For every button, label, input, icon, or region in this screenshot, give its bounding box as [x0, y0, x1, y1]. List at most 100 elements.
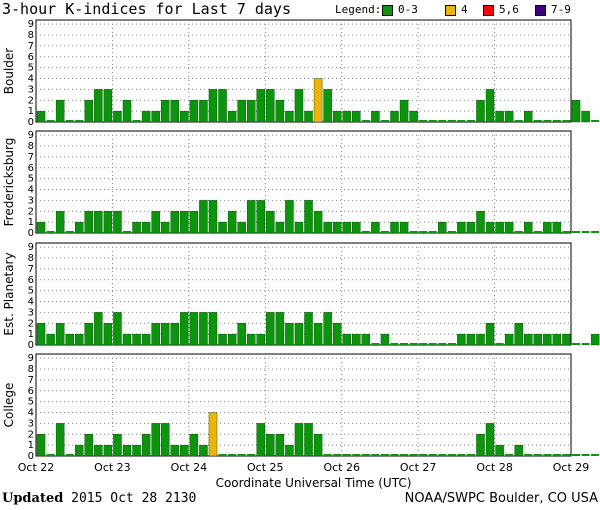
bar: [75, 221, 84, 234]
bar: [218, 454, 227, 456]
bar: [591, 120, 600, 122]
station-label-est-planetary: Est. Planetary: [2, 252, 16, 335]
updated-value: 2015 Oct 28 2130: [71, 491, 197, 506]
bar: [352, 221, 361, 234]
bar: [524, 454, 533, 456]
bar: [485, 323, 495, 346]
bar: [36, 434, 46, 457]
bar: [151, 211, 160, 234]
bar: [237, 221, 246, 234]
x-tick-label: Oct 26: [323, 461, 360, 474]
bar: [227, 211, 237, 234]
bar: [228, 454, 237, 456]
bar: [55, 211, 65, 234]
y-tick-label: 5: [28, 397, 34, 408]
bar: [275, 100, 285, 123]
bar: [122, 333, 132, 346]
bar: [571, 100, 581, 123]
bar: [285, 200, 294, 234]
bar: [170, 323, 180, 346]
bar: [485, 423, 495, 457]
bar: [94, 89, 103, 123]
updated-label: Updated: [2, 491, 64, 506]
bar: [590, 333, 600, 346]
bar: [524, 221, 533, 234]
y-tick-label: 0: [28, 228, 34, 239]
station-label-fredericksburg: Fredericksburg: [2, 138, 16, 227]
bar: [495, 110, 504, 123]
y-tick-label: 8: [28, 364, 34, 375]
bar: [419, 454, 428, 456]
bar: [227, 333, 237, 346]
bar: [533, 120, 542, 122]
bar: [218, 333, 227, 346]
bar: [36, 110, 46, 123]
bar: [151, 110, 160, 123]
bar: [75, 444, 84, 457]
bar: [46, 333, 55, 346]
bar: [46, 231, 55, 233]
bar: [75, 333, 84, 346]
y-tick-label: 1: [28, 329, 34, 340]
bar: [189, 211, 199, 234]
bar: [409, 231, 418, 233]
bar: [65, 454, 74, 456]
bar: [543, 454, 552, 456]
bar: [199, 444, 208, 457]
y-tick-label: 4: [28, 185, 34, 196]
bar: [122, 231, 132, 233]
y-tick-label: 5: [28, 63, 34, 74]
bar: [562, 231, 571, 233]
bar: [552, 454, 561, 456]
bar: [342, 454, 351, 456]
bar: [246, 200, 256, 234]
y-tick-label: 2: [28, 206, 34, 217]
bar: [572, 454, 581, 456]
bar: [141, 221, 151, 234]
bar: [313, 211, 323, 234]
bar: [371, 454, 380, 456]
bar: [246, 100, 256, 123]
y-tick-label: 9: [28, 19, 34, 30]
bar: [247, 454, 256, 456]
bar: [94, 444, 103, 457]
bar: [237, 100, 246, 123]
bar: [581, 454, 590, 456]
bar: [485, 89, 495, 123]
bar: [170, 100, 180, 123]
y-tick-label: 2: [28, 429, 34, 440]
bar: [533, 231, 542, 233]
bar: [572, 231, 581, 233]
y-tick-label: 9: [28, 353, 34, 364]
bar: [180, 211, 189, 234]
bar: [380, 454, 389, 456]
y-tick-label: 4: [28, 74, 34, 85]
bar: [332, 323, 342, 346]
bar: [132, 444, 141, 457]
bar: [591, 231, 600, 233]
bar: [495, 444, 504, 457]
y-tick-label: 6: [28, 386, 34, 397]
bar: [208, 89, 218, 123]
bar: [476, 434, 485, 457]
bar: [189, 100, 199, 123]
x-axis-label: Coordinate Universal Time (UTC): [216, 476, 412, 490]
bar: [180, 110, 189, 123]
bar: [352, 454, 361, 456]
bar: [294, 89, 304, 123]
bar: [581, 110, 590, 123]
bar: [65, 231, 74, 233]
bar: [572, 343, 581, 345]
bar: [562, 120, 571, 122]
bar: [419, 231, 428, 233]
y-tick-label: 8: [28, 253, 34, 264]
bar: [457, 221, 466, 234]
bar: [103, 444, 113, 457]
bar: [323, 312, 332, 346]
bar: [409, 110, 418, 123]
bar: [237, 454, 246, 456]
bar: [180, 312, 189, 346]
bar: [170, 211, 180, 234]
bar: [485, 221, 495, 234]
bar: [428, 343, 437, 345]
